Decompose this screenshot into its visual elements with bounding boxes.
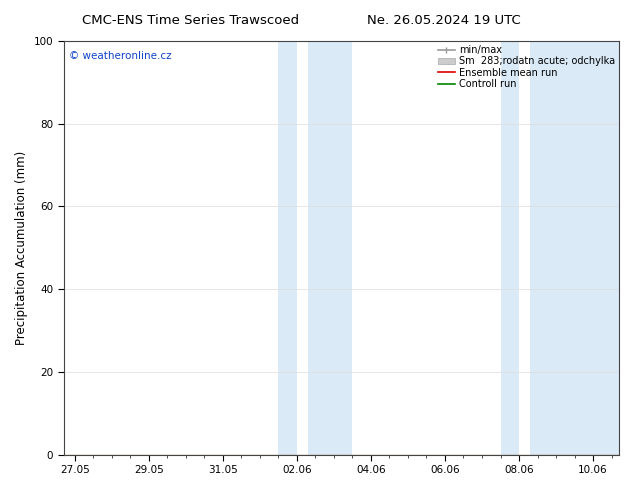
Legend: min/max, Sm  283;rodatn acute; odchylka, Ensemble mean run, Controll run: min/max, Sm 283;rodatn acute; odchylka, … bbox=[436, 43, 617, 91]
Bar bbox=[530, 41, 619, 455]
Y-axis label: Precipitation Accumulation (mm): Precipitation Accumulation (mm) bbox=[15, 151, 28, 345]
Text: CMC-ENS Time Series Trawscoed: CMC-ENS Time Series Trawscoed bbox=[82, 14, 299, 27]
Bar bbox=[308, 41, 353, 455]
Text: Ne. 26.05.2024 19 UTC: Ne. 26.05.2024 19 UTC bbox=[367, 14, 521, 27]
Bar bbox=[278, 41, 297, 455]
Text: © weatheronline.cz: © weatheronline.cz bbox=[69, 51, 172, 61]
Bar bbox=[500, 41, 519, 455]
